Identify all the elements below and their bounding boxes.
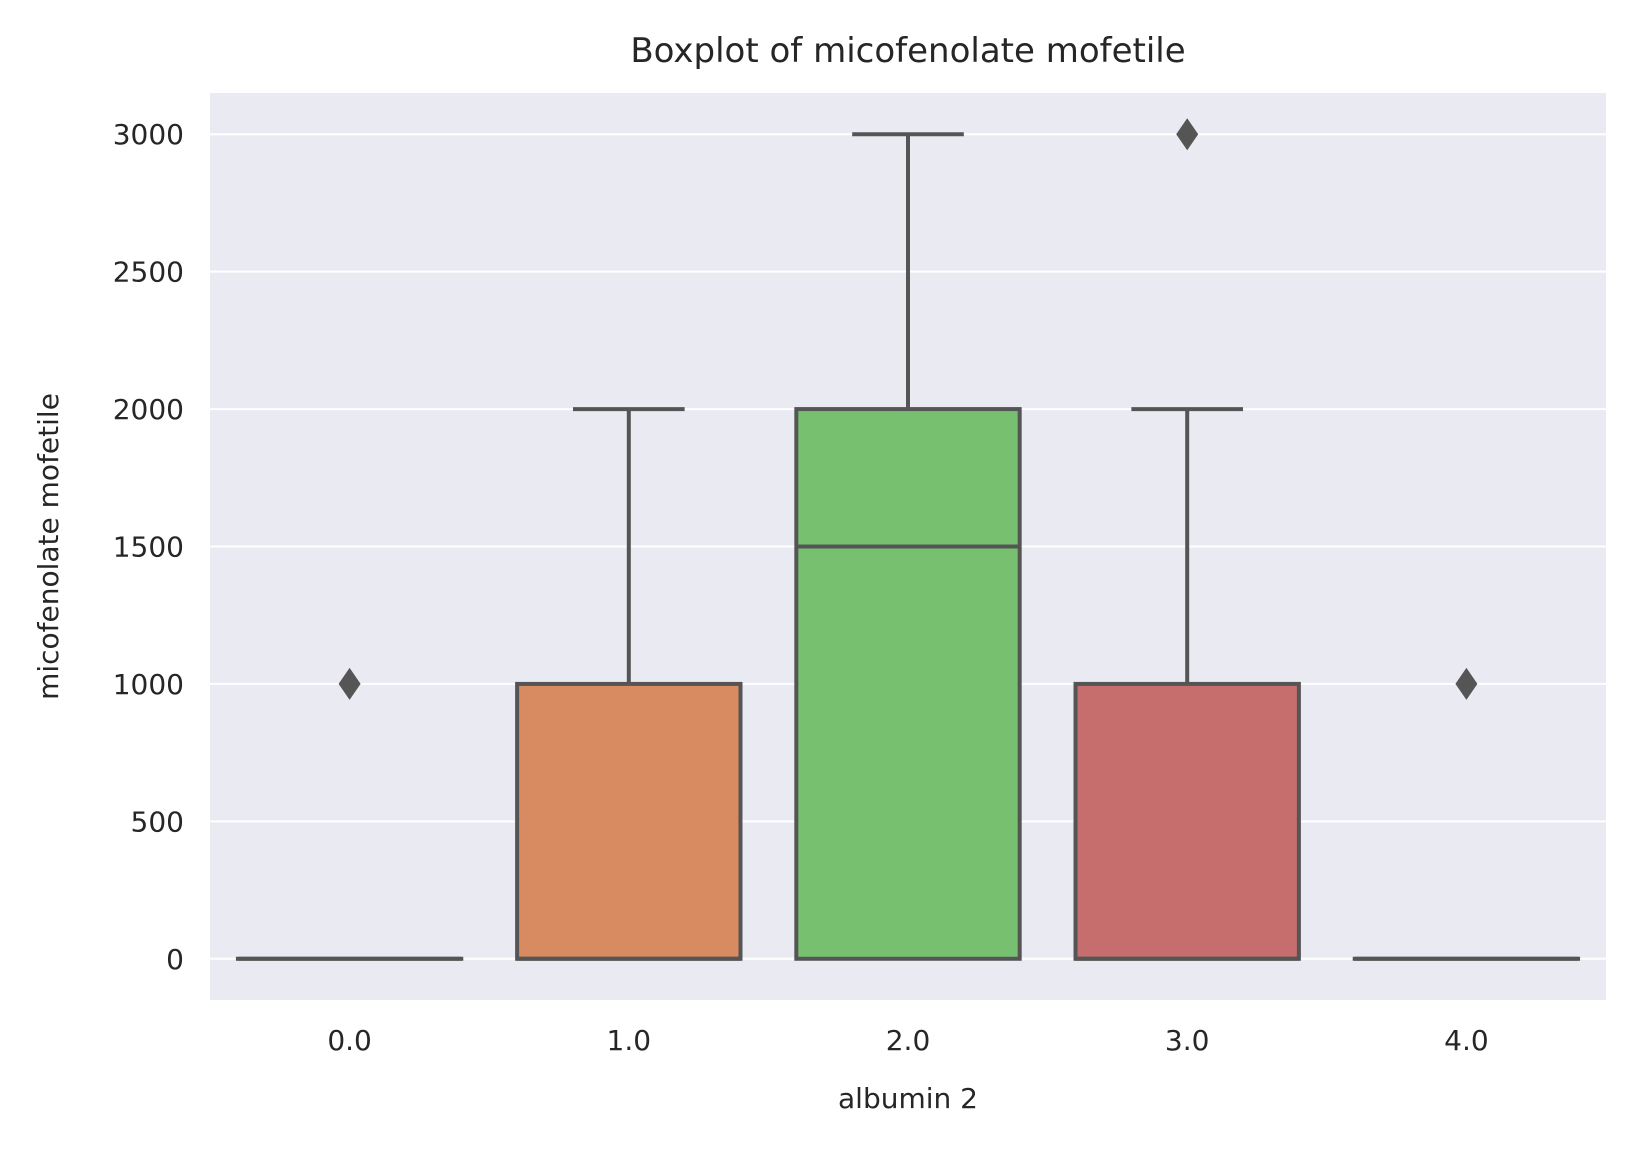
y-tick-label: 1500 (113, 531, 184, 564)
x-axis-label: albumin 2 (838, 1082, 978, 1115)
outlier-point (1176, 118, 1199, 151)
outlier-point (1455, 667, 1478, 700)
x-tick-label: 3.0 (1165, 1024, 1210, 1057)
x-tick-labels: 0.0 1.0 2.0 3.0 4.0 (327, 1024, 1488, 1057)
y-tick-label: 1000 (113, 668, 184, 701)
y-tick-label: 0 (166, 943, 184, 976)
x-tick-label: 2.0 (886, 1024, 931, 1057)
box-group (1073, 118, 1301, 961)
box-group (794, 132, 1022, 961)
chart-title: Boxplot of micofenolate mofetile (630, 31, 1185, 71)
box-body (794, 407, 1022, 961)
y-tick-label: 3000 (113, 118, 184, 151)
box-body (1073, 681, 1301, 961)
boxes (235, 118, 1581, 961)
y-tick-labels: 0 500 1000 1500 2000 2500 3000 (113, 118, 184, 976)
outlier-point (338, 667, 361, 700)
box-body (515, 681, 743, 961)
box-group (1352, 667, 1581, 961)
x-tick-label: 0.0 (327, 1024, 372, 1057)
box-group (515, 407, 743, 961)
x-tick-label: 4.0 (1444, 1024, 1489, 1057)
y-tick-label: 2000 (113, 393, 184, 426)
box-group (235, 667, 464, 961)
x-tick-label: 1.0 (607, 1024, 652, 1057)
y-tick-label: 2500 (113, 256, 184, 289)
y-axis-label: micofenolate mofetile (32, 393, 65, 700)
y-tick-label: 500 (131, 805, 184, 838)
